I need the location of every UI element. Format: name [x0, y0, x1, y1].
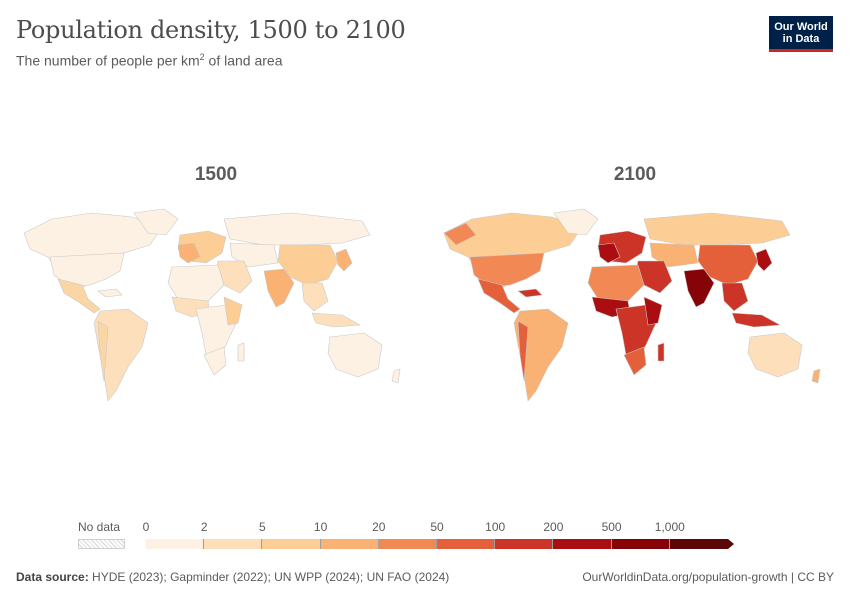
region-new-zealand [811, 368, 821, 384]
region-madagascar [657, 342, 665, 362]
legend-swatch [553, 539, 612, 549]
chart-subtitle: The number of people per km2 of land are… [16, 52, 283, 69]
region-southern-africa [623, 346, 647, 376]
legend-swatch [378, 539, 437, 549]
legend-open-end-arrow [728, 539, 734, 549]
legend-color-bar [146, 539, 728, 549]
region-greenland [133, 208, 179, 236]
region-east-africa [223, 296, 243, 326]
region-russia [643, 212, 791, 246]
data-source: Data source: HYDE (2023); Gapminder (202… [16, 570, 450, 584]
region-japan-korea [335, 248, 353, 272]
region-new-zealand [391, 368, 401, 384]
world-map-2100[interactable] [432, 205, 832, 410]
legend-swatch [146, 539, 205, 549]
region-southeast-asia [301, 282, 329, 312]
region-usa [49, 252, 125, 288]
region-alaska [443, 222, 477, 246]
region-southern-africa [203, 346, 227, 376]
source-url-link[interactable]: OurWorldinData.org/population-growth | C… [582, 570, 834, 584]
owid-logo[interactable]: Our World in Data [769, 16, 833, 52]
region-caribbean [517, 288, 543, 298]
chart-title: Population density, 1500 to 2100 [16, 16, 406, 44]
world-map-1500[interactable] [12, 205, 412, 410]
region-east-africa [643, 296, 663, 326]
region-madagascar [237, 342, 245, 362]
no-data-swatch [78, 539, 125, 549]
region-indonesia [311, 312, 361, 328]
region-indonesia [731, 312, 781, 328]
legend-tick-label: 2 [200, 520, 208, 534]
legend-tick-label: 500 [601, 520, 622, 534]
legend-swatch [495, 539, 554, 549]
legend-swatch [320, 539, 379, 549]
legend-swatch [437, 539, 496, 549]
region-australia [327, 332, 383, 378]
legend-tick-label: 50 [430, 520, 444, 534]
legend-swatch [204, 539, 263, 549]
map-year-label-2100: 2100 [613, 164, 657, 185]
map-year-label-1500: 1500 [194, 164, 238, 185]
region-andes [517, 320, 529, 382]
region-western-europe [597, 242, 621, 264]
legend-tick-label: 100 [485, 520, 506, 534]
region-china [277, 244, 339, 286]
region-mexico-central-america [57, 278, 101, 314]
region-usa [469, 252, 545, 288]
region-north-africa [587, 264, 645, 302]
legend-swatch [611, 539, 670, 549]
region-australia [747, 332, 803, 378]
region-japan-korea [755, 248, 773, 272]
map-1500-regions [23, 208, 401, 402]
region-north-africa [167, 264, 225, 302]
legend-swatch [262, 539, 321, 549]
legend-tick-label: 20 [372, 520, 386, 534]
region-china [697, 244, 759, 286]
legend-tick-label: 200 [543, 520, 564, 534]
region-caribbean [97, 288, 123, 298]
region-mexico-central-america [477, 278, 521, 314]
region-russia [223, 212, 371, 246]
legend-tick-label: 1,000 [654, 520, 685, 534]
legend-tick-label: 10 [313, 520, 328, 534]
logo-line-1: Our World [774, 21, 828, 33]
region-greenland [553, 208, 599, 236]
legend-swatch [669, 539, 728, 549]
color-legend: No data 0 2 5 10 20 50 100 200 500 1,000 [0, 512, 850, 552]
legend-tick-label: 5 [259, 520, 266, 534]
region-southeast-asia [721, 282, 749, 312]
legend-tick-label: 0 [142, 520, 150, 534]
no-data-label: No data [78, 520, 121, 534]
region-western-europe [177, 242, 201, 264]
map-2100-regions [443, 208, 821, 402]
region-andes [97, 320, 109, 382]
logo-line-2: in Data [782, 33, 820, 45]
